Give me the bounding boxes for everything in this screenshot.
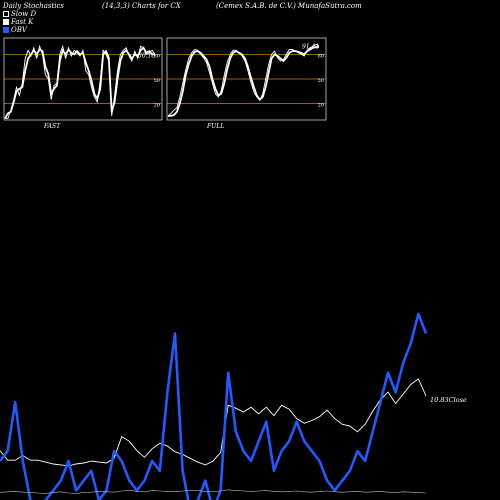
legend-item-obv: OBV [3,26,36,34]
fast-last-value-label: 80.18 [138,52,155,59]
legend: Slow D Fast K OBV [3,10,36,34]
chart-header-center: (14,3,3) Charts for CX [102,2,181,10]
fast-level-label-20: 20 [154,103,160,109]
legend-swatch-slow-d [3,11,9,17]
baseline-series-line [0,489,427,494]
legend-swatch-obv [3,27,9,33]
legend-item-slow-d: Slow D [3,10,36,18]
full-panel-title: FULL [206,123,224,130]
obv-line [0,312,428,500]
fast-level-label-80: 80 [154,53,160,59]
full-last-value-label: 91.41 [302,43,319,50]
fast-level-label-50: 50 [154,78,160,84]
close-price-line [0,378,427,467]
fast-series-line-1 [5,44,156,119]
full-level-label-20: 20 [318,103,324,109]
legend-item-fast-k: Fast K [3,18,36,26]
full-level-label-80: 80 [318,53,324,59]
close-last-value-label: 10.83Close [430,396,467,404]
full-series-line-0 [168,46,319,117]
fast-series-line-0 [4,46,155,119]
legend-label-fast-k: Fast K [11,18,34,26]
full-series-line-1 [167,44,320,117]
legend-swatch-fast-k [3,19,9,25]
legend-label-slow-d: Slow D [11,10,37,18]
full-level-label-50: 50 [318,78,324,84]
chart-header-left: Daily Stochastics [3,2,65,10]
fast-panel-title: FAST [43,123,61,130]
legend-label-obv: OBV [11,26,27,34]
chart-header-right: (Cemex S.A.B. de C.V.) MunafaSutra.com [216,2,362,10]
